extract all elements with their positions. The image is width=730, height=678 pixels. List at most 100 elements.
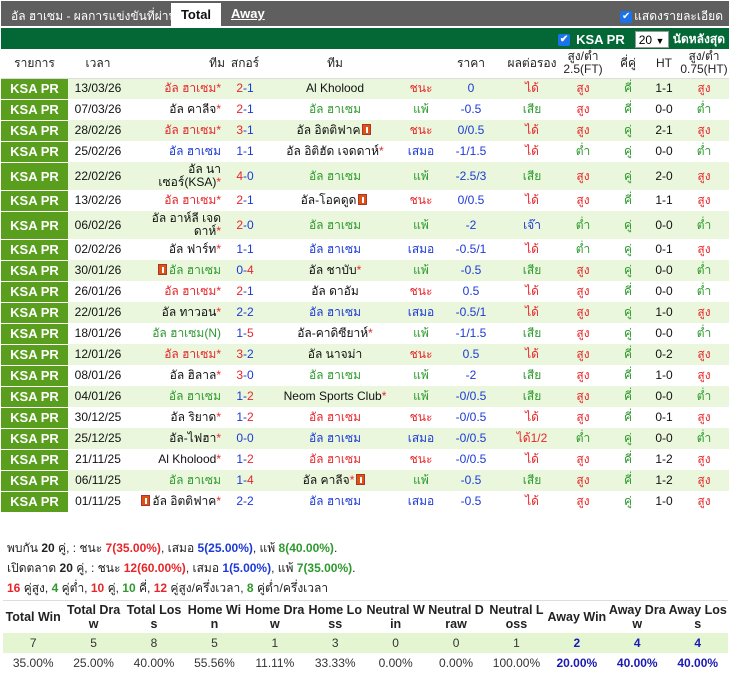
home-team-name[interactable]: อัล นาเซอร์(KSA) (158, 162, 221, 189)
away-team-name[interactable]: อัล-คาดิซียาห์ (297, 326, 369, 340)
home-team-cell[interactable]: อัล ฮาเซม* (128, 281, 225, 302)
home-team-name[interactable]: อัล ฮาเซม (164, 193, 217, 207)
league-cell[interactable]: KSA PR (1, 162, 68, 191)
home-team-name[interactable]: อัล ฮาเซม (168, 263, 221, 277)
away-team-name[interactable]: อัล ฮาเซม (308, 431, 362, 445)
league-cell[interactable]: KSA PR (1, 99, 68, 121)
away-team-name[interactable]: Neom Sports Club (283, 389, 382, 403)
home-team-cell[interactable]: อัล ฮาเซม (128, 141, 225, 162)
away-team-cell[interactable]: อัล ฮาเซม (265, 491, 405, 512)
away-team-cell[interactable]: อัล ฮาเซม (265, 365, 405, 386)
home-team-name[interactable]: อัล อาห์ลี เจดดาห์ (151, 211, 221, 238)
home-team-cell[interactable]: อัล ฮาเซม* (128, 120, 225, 141)
home-team-cell[interactable]: อัล ฮาเซม (128, 260, 225, 281)
home-team-cell[interactable]: Al Kholood* (128, 449, 225, 470)
league-cell[interactable]: KSA PR (1, 141, 68, 163)
away-team-cell[interactable]: อัล-คาดิซียาห์* (265, 323, 405, 344)
home-team-cell[interactable]: อัล คาลีจ* (128, 99, 225, 120)
home-team-cell[interactable]: อัล นาเซอร์(KSA)* (128, 162, 225, 190)
league-cell[interactable]: KSA PR (1, 239, 68, 261)
home-team-cell[interactable]: อัล ฮาเซม* (128, 190, 225, 211)
home-team-name[interactable]: อัล ฮาเซม (164, 347, 217, 361)
league-cell[interactable]: KSA PR (1, 323, 68, 345)
league-cell[interactable]: KSA PR (1, 449, 68, 471)
league-cell[interactable]: KSA PR (1, 428, 68, 450)
league-cell[interactable]: KSA PR (1, 365, 68, 387)
league-cell[interactable]: KSA PR (1, 386, 68, 408)
away-team-cell[interactable]: อัล ฮาเซม (265, 302, 405, 323)
home-team-cell[interactable]: อัล ฮิลาล* (128, 365, 225, 386)
away-team-name[interactable]: อัล ฮาเซม (308, 168, 362, 183)
home-team-cell[interactable]: อัล ริยาด* (128, 407, 225, 428)
away-team-cell[interactable]: อัล-โอคดูด (265, 190, 405, 211)
league-cell[interactable]: KSA PR (1, 491, 68, 513)
home-team-name[interactable]: อัล ฮาเซม (164, 81, 217, 96)
away-team-cell[interactable]: อัล ฮาเซม (265, 239, 405, 260)
home-team-cell[interactable]: อัล ฟาร์ท* (128, 239, 225, 260)
away-team-cell[interactable]: Al Kholood (265, 78, 405, 99)
tab-away[interactable]: Away (231, 6, 265, 21)
away-team-cell[interactable]: อัล อิตติฟาค (265, 120, 405, 141)
away-team-name[interactable]: อัล อิตติฟาค (296, 123, 361, 137)
league-cell[interactable]: KSA PR (1, 281, 68, 303)
home-team-name[interactable]: อัล ฮาเซม (168, 389, 221, 403)
league-cell[interactable]: KSA PR (1, 78, 68, 100)
away-team-cell[interactable]: อัล ดาอัม (265, 281, 405, 302)
away-team-name[interactable]: อัล คาลีจ (302, 473, 350, 487)
league-cell[interactable]: KSA PR (1, 302, 68, 324)
league-checkbox[interactable]: ✔ (558, 33, 571, 46)
away-team-name[interactable]: Al Kholood (305, 81, 365, 96)
away-team-cell[interactable]: อัล ชาบับ* (265, 260, 405, 281)
away-team-name[interactable]: อัล ฮาเซม (308, 102, 362, 116)
home-team-name[interactable]: อัล-ไฟฮา (169, 431, 217, 445)
match-count-select[interactable]: 20 ▼ (634, 31, 669, 48)
tab-total[interactable]: Total (171, 3, 221, 26)
away-team-cell[interactable]: อัล ฮาเซม (265, 407, 405, 428)
home-team-cell[interactable]: อัล อิตติฟาค* (128, 491, 225, 512)
away-team-name[interactable]: อัล ฮาเซม (308, 242, 362, 256)
league-cell[interactable]: KSA PR (1, 120, 68, 142)
home-team-name[interactable]: อัล ฮาเซม (164, 123, 217, 137)
away-team-name[interactable]: อัล ฮาเซม (308, 217, 362, 232)
league-cell[interactable]: KSA PR (1, 211, 68, 240)
home-team-name[interactable]: อัล ฮาเซม (168, 144, 221, 158)
league-cell[interactable]: KSA PR (1, 260, 68, 282)
home-team-cell[interactable]: อัล-ไฟฮา* (128, 428, 225, 449)
home-team-cell[interactable]: อัล ฮาเซม* (128, 78, 225, 99)
home-team-name[interactable]: อัล ทาวอน (161, 305, 217, 319)
home-team-name[interactable]: อัล ริยาด (170, 410, 217, 424)
home-team-cell[interactable]: อัล ฮาเซม(N) (128, 323, 225, 344)
home-team-cell[interactable]: อัล ฮาเซม* (128, 344, 225, 365)
home-team-name[interactable]: อัล ฟาร์ท (168, 242, 217, 256)
away-team-name[interactable]: อัล ชาบับ (308, 263, 357, 277)
away-team-cell[interactable]: อัล นาจม่า (265, 344, 405, 365)
away-team-cell[interactable]: อัล ฮาเซม (265, 449, 405, 470)
away-team-cell[interactable]: อัล ฮาเซม (265, 162, 405, 190)
away-team-cell[interactable]: อัล คาลีจ* (265, 470, 405, 491)
away-team-cell[interactable]: อัล อิติฮัด เจดดาห์* (265, 141, 405, 162)
show-detail-toggle[interactable]: ✔ แสดงรายละเอียด (620, 7, 723, 26)
league-cell[interactable]: KSA PR (1, 190, 68, 212)
home-team-cell[interactable]: อัล ทาวอน* (128, 302, 225, 323)
away-team-cell[interactable]: Neom Sports Club* (265, 386, 405, 407)
away-team-name[interactable]: อัล ฮาเซม (308, 368, 362, 382)
home-team-cell[interactable]: อัล อาห์ลี เจดดาห์* (128, 211, 225, 239)
away-team-name[interactable]: อัล-โอคดูด (300, 193, 357, 207)
away-team-name[interactable]: อัล ฮาเซม (308, 494, 362, 508)
away-team-cell[interactable]: อัล ฮาเซม (265, 99, 405, 120)
away-team-name[interactable]: อัล ฮาเซม (308, 305, 362, 319)
away-team-name[interactable]: อัล ดาอัม (311, 284, 359, 298)
away-team-cell[interactable]: อัล ฮาเซม (265, 211, 405, 239)
away-team-name[interactable]: อัล ฮาเซม (308, 452, 362, 466)
league-cell[interactable]: KSA PR (1, 470, 68, 492)
home-team-name[interactable]: อัล ฮาเซม (164, 284, 217, 298)
away-team-name[interactable]: อัล นาจม่า (307, 347, 363, 361)
home-team-cell[interactable]: อัล ฮาเซม (128, 386, 225, 407)
home-team-name[interactable]: Al Kholood (158, 452, 217, 466)
home-team-name[interactable]: อัล คาลีจ (169, 102, 217, 116)
checkbox-checked-icon[interactable]: ✔ (620, 10, 633, 23)
away-team-name[interactable]: อัล ฮาเซม (308, 410, 362, 424)
away-team-name[interactable]: อัล อิติฮัด เจดดาห์ (286, 144, 380, 158)
home-team-name[interactable]: อัล อิตติฟาค (152, 494, 217, 508)
away-team-cell[interactable]: อัล ฮาเซม (265, 428, 405, 449)
